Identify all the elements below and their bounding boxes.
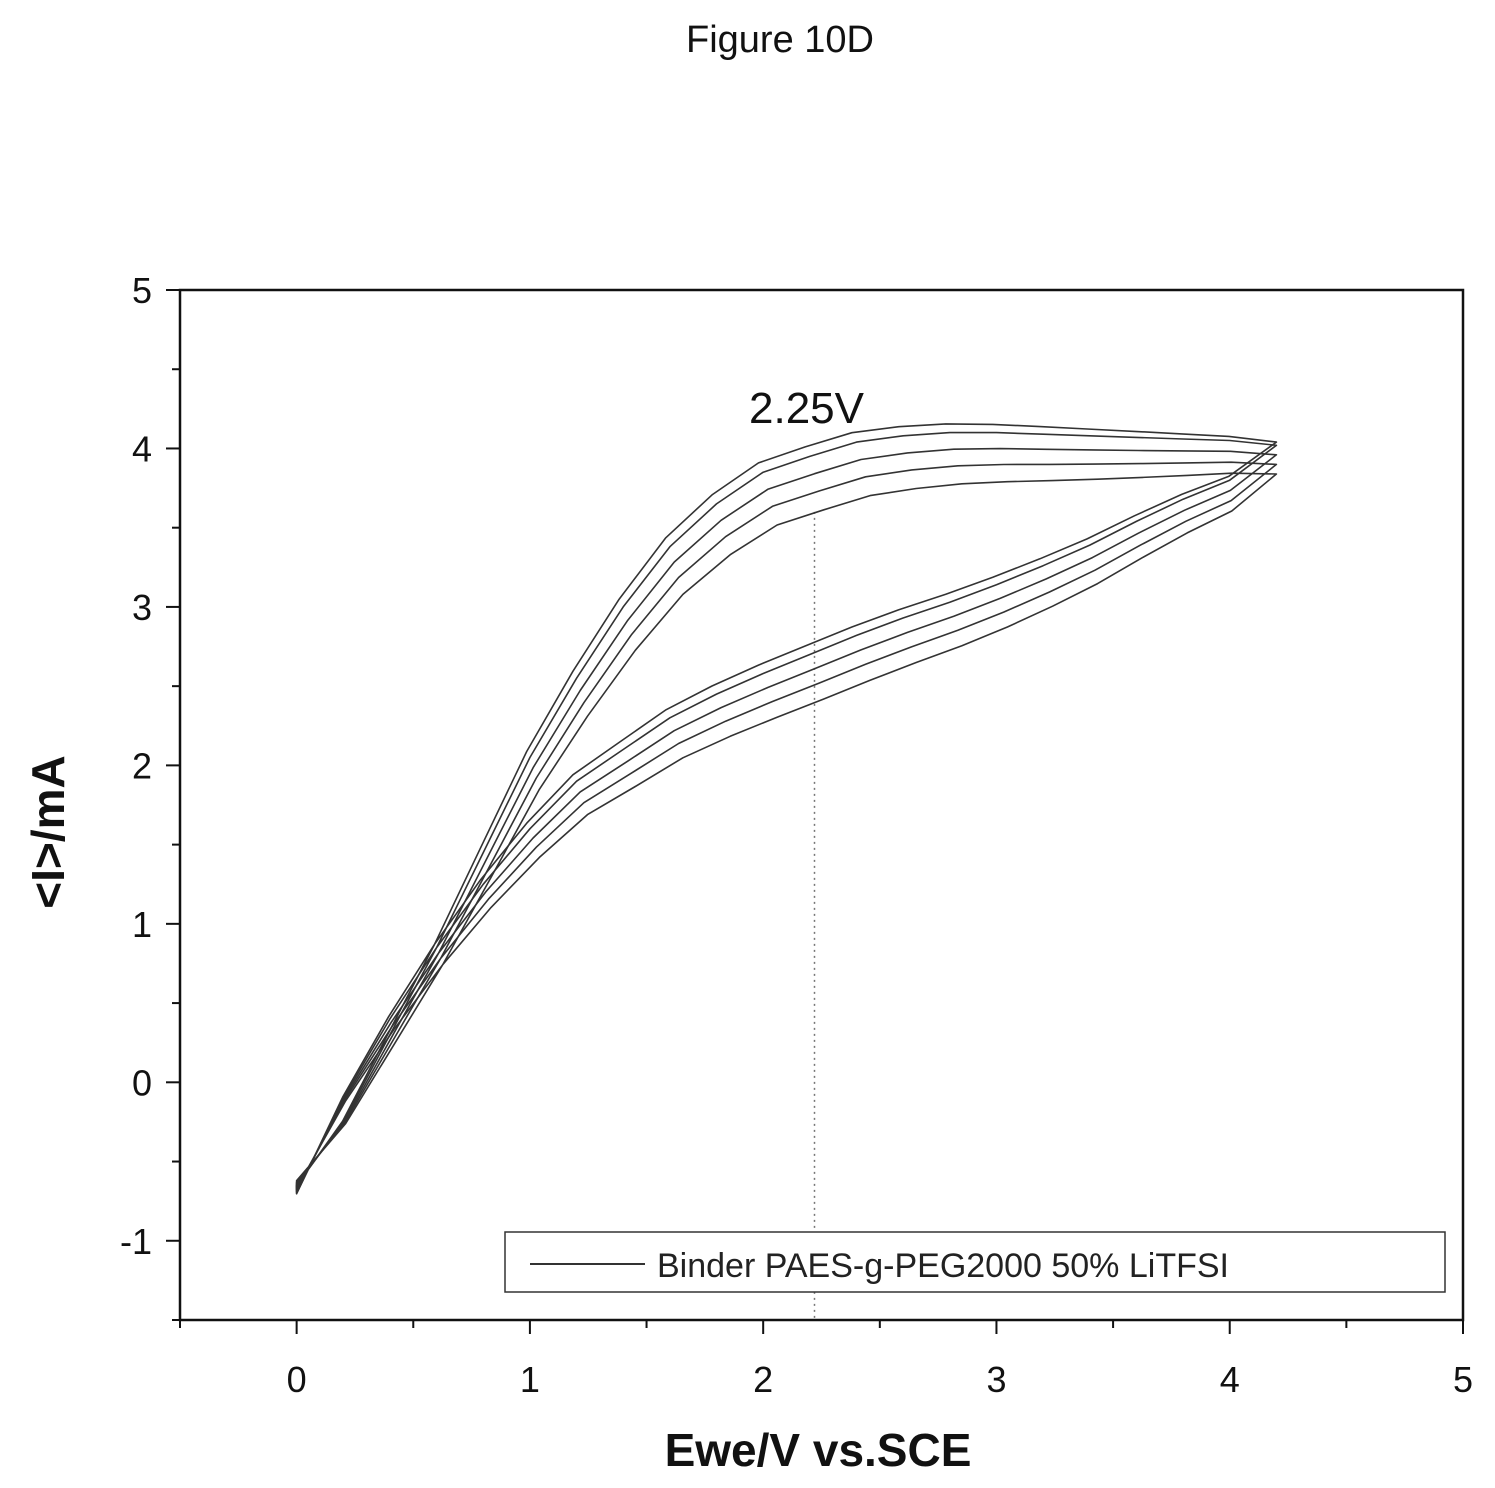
legend-entry: Binder PAES-g-PEG2000 50% LiTFSI [657, 1247, 1229, 1285]
x-tick-labels: 0 1 2 3 4 5 [287, 1359, 1473, 1400]
annotation-label: 2.25V [749, 384, 865, 433]
figure-label: Figure 10D [686, 19, 874, 61]
y-axis-label: <I>/mA [22, 755, 74, 908]
cv-cycle-2 [295, 447, 1278, 1193]
legend-box [504, 1231, 1446, 1293]
y-tick-label: 2 [132, 745, 152, 786]
x-tick-label: 1 [520, 1359, 540, 1400]
x-tick-label: 4 [1220, 1359, 1240, 1400]
x-tick-label: 3 [986, 1359, 1006, 1400]
axis-ticks [166, 289, 1464, 1334]
cv-cycle-4 [295, 472, 1278, 1189]
y-tick-label: 4 [132, 428, 152, 469]
y-tick-label: 3 [132, 587, 152, 628]
plot-frame [178, 288, 1465, 1322]
cv-cycle-1 [295, 431, 1278, 1194]
x-tick-label: 2 [753, 1359, 773, 1400]
x-tick-label: 0 [287, 1359, 307, 1400]
y-tick-label: 1 [132, 904, 152, 945]
x-tick-label: 5 [1453, 1359, 1473, 1400]
legend: Binder PAES-g-PEG2000 50% LiTFSI [504, 1231, 1446, 1293]
x-axis-label: Ewe/V vs.SCE [665, 1424, 972, 1476]
cv-cycle-3 [295, 461, 1278, 1191]
y-tick-label: -1 [120, 1221, 152, 1262]
cv-curves [295, 423, 1278, 1195]
y-tick-label: 5 [132, 270, 152, 311]
y-tick-labels: -1 0 1 2 3 4 5 [120, 270, 152, 1262]
y-tick-label: 0 [132, 1062, 152, 1103]
cv-cycle-5 [295, 423, 1278, 1195]
